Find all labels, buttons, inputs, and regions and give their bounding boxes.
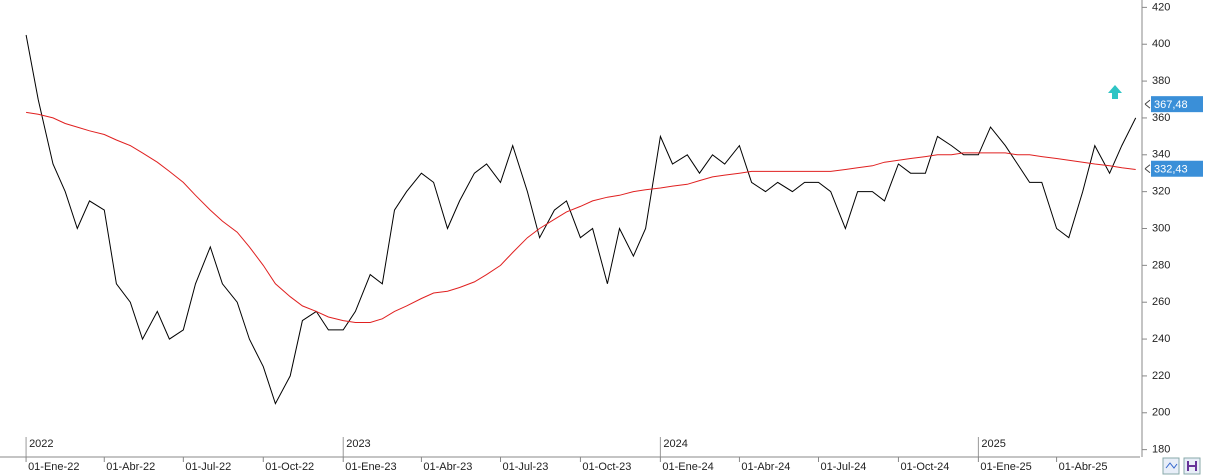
y-tick-label: 200 [1152, 407, 1170, 419]
y-tick-label: 360 [1152, 112, 1170, 124]
price-marker [1144, 99, 1151, 109]
x-tick-label: 01-Oct-22 [265, 461, 314, 473]
toolbar-icon [1165, 462, 1178, 469]
y-tick-label: 220 [1152, 370, 1170, 382]
x-tick-label: 01-Abr-25 [1059, 461, 1108, 473]
x-tick-label: 01-Oct-23 [582, 461, 631, 473]
y-tick-label: 280 [1152, 259, 1170, 271]
x-axis-panel [0, 457, 1140, 475]
price-label: 332,43 [1154, 164, 1188, 176]
y-tick-label: 400 [1152, 38, 1170, 50]
x-tick-label: 01-Ene-22 [28, 461, 79, 473]
x-tick-label: 01-Jul-22 [185, 461, 231, 473]
x-tick-label: 01-Ene-25 [980, 461, 1031, 473]
year-label: 2022 [29, 438, 53, 450]
x-tick-label: 01-Abr-24 [741, 461, 790, 473]
price-label-box [1151, 96, 1203, 113]
x-tick-label: 01-Ene-24 [662, 461, 713, 473]
y-tick-label: 420 [1152, 1, 1170, 13]
y-tick-label: 340 [1152, 149, 1170, 161]
x-tick-label: 01-Ene-23 [345, 461, 396, 473]
y-tick-label: 260 [1152, 296, 1170, 308]
price-label-box [1151, 160, 1203, 177]
x-tick-label: 01-Abr-22 [106, 461, 155, 473]
price-line [25, 34, 1137, 405]
toolbar-button [1162, 457, 1180, 475]
y-tick-label: 300 [1152, 222, 1170, 234]
y-tick-label: 380 [1152, 75, 1170, 87]
toolbar-icon [1187, 461, 1197, 471]
y-tick-label: 180 [1152, 444, 1170, 456]
year-label: 2025 [981, 438, 1005, 450]
year-label: 2023 [346, 438, 370, 450]
x-tick-label: 01-Jul-24 [821, 461, 867, 473]
y-tick-label: 320 [1152, 186, 1170, 198]
year-label: 2024 [663, 438, 687, 450]
price-marker [1144, 164, 1151, 174]
marks [25, 34, 1137, 457]
y-axis-panel [1140, 0, 1206, 475]
x-tick-label: 01-Oct-24 [900, 461, 949, 473]
price-label: 367,48 [1154, 99, 1188, 111]
moving-average [26, 111, 1136, 323]
y-tick-label: 240 [1152, 333, 1170, 345]
x-tick-label: 01-Jul-23 [502, 461, 548, 473]
x-tick-label: 01-Abr-23 [423, 461, 472, 473]
arrow-icon [1108, 85, 1122, 99]
